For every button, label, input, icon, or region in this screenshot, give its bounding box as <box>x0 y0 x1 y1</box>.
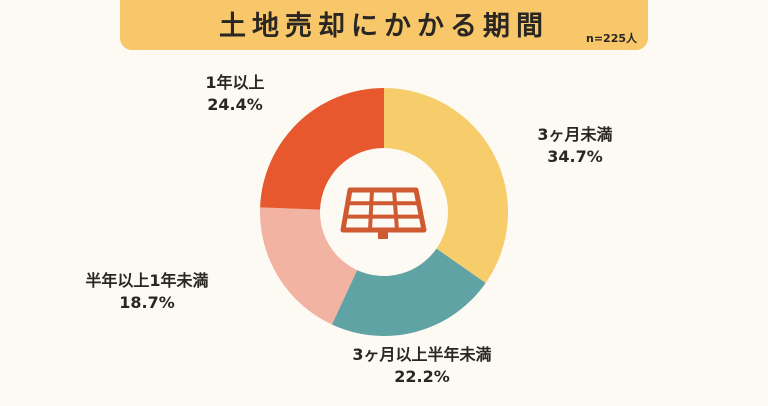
chart-title: 土地売却にかかる期間 <box>219 10 549 42</box>
title-banner: 土地売却にかかる期間 <box>120 0 648 50</box>
slice-category: 半年以上1年未満 <box>85 271 209 290</box>
slice-label-over-1-year: 1年以上 24.4% <box>180 72 290 116</box>
slice-label-3-to-6-months: 3ヶ月以上半年未満 22.2% <box>322 344 522 388</box>
slice-category: 3ヶ月未満 <box>537 125 613 144</box>
slice-3-to-6-months <box>331 248 486 336</box>
slice-category: 1年以上 <box>205 73 265 92</box>
slice-value: 24.4% <box>207 95 263 114</box>
slice-value: 34.7% <box>547 147 603 166</box>
solar-panel-icon <box>340 187 427 239</box>
slice-under-3-months <box>384 88 509 283</box>
slice-category: 3ヶ月以上半年未満 <box>352 345 492 364</box>
slice-label-6-months-to-1-year: 半年以上1年未満 18.7% <box>62 270 232 314</box>
slice-over-1-year <box>260 88 384 210</box>
sample-size-label: n=225人 <box>586 32 638 45</box>
slice-label-under-3-months: 3ヶ月未満 34.7% <box>520 124 630 168</box>
slice-value: 18.7% <box>119 293 175 312</box>
slice-value: 22.2% <box>394 367 450 386</box>
slice-6-months-to-1-year <box>260 207 358 325</box>
